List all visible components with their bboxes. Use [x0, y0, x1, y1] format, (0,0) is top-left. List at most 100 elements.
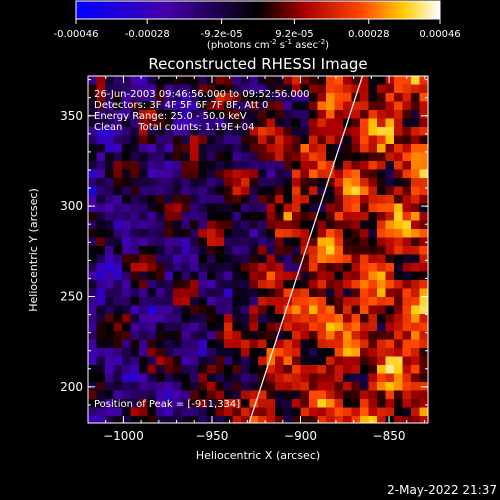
heatmap-cell — [113, 399, 123, 408]
heatmap-cell — [275, 135, 284, 145]
heatmap-cell — [96, 263, 106, 272]
heatmap-cell — [334, 331, 344, 340]
heatmap-cell — [411, 84, 420, 94]
heatmap-cell — [88, 297, 97, 306]
heatmap-cell — [385, 178, 395, 187]
heatmap-cell — [88, 331, 97, 340]
heatmap-cell — [266, 144, 276, 153]
heatmap-cell — [266, 161, 276, 170]
heatmap-cell — [139, 297, 148, 306]
heatmap-cell — [343, 178, 352, 187]
heatmap-cell — [190, 382, 199, 391]
heatmap-cell — [96, 195, 106, 204]
heatmap-cell — [215, 237, 225, 247]
heatmap-cell — [164, 161, 174, 170]
heatmap-cell — [300, 144, 310, 153]
heatmap-cell — [309, 169, 318, 179]
heatmap-cell — [96, 220, 106, 230]
heatmap-cell — [385, 382, 395, 391]
heatmap-cell — [241, 280, 250, 289]
heatmap-cell — [190, 331, 199, 340]
heatmap-cell — [402, 237, 412, 247]
heatmap-cell — [300, 195, 310, 204]
heatmap-cell — [156, 127, 165, 136]
heatmap-cell — [207, 280, 216, 289]
heatmap-cell — [292, 178, 301, 187]
heatmap-cell — [164, 101, 174, 111]
heatmap-cell — [351, 399, 361, 408]
heatmap-cell — [402, 390, 412, 400]
heatmap-cell — [207, 407, 216, 417]
heatmap-cell — [181, 263, 191, 272]
heatmap-cell — [351, 271, 361, 281]
heatmap-cell — [207, 195, 216, 204]
heatmap-cell — [232, 212, 242, 221]
heatmap-cell — [190, 127, 199, 136]
heatmap-cell — [258, 254, 267, 264]
heatmap-cell — [326, 288, 335, 298]
heatmap-cell — [232, 161, 242, 170]
heatmap-cell — [377, 144, 386, 153]
heatmap-cell — [419, 416, 428, 423]
heatmap-cell — [156, 186, 165, 196]
heatmap-cell — [419, 229, 428, 238]
heatmap-cell — [198, 407, 208, 417]
heatmap-cell — [343, 322, 352, 332]
heatmap-cell — [173, 178, 182, 187]
heatmap-cell — [368, 110, 378, 119]
heatmap-cell — [164, 246, 174, 255]
heatmap-cell — [360, 331, 369, 340]
heatmap-cell — [343, 339, 352, 349]
heatmap-cell — [300, 127, 310, 136]
heatmap-cell — [300, 169, 310, 179]
heatmap-cell — [113, 348, 123, 357]
heatmap-cell — [275, 237, 284, 247]
heatmap-cell — [88, 237, 97, 247]
heatmap-cell — [181, 416, 191, 423]
heatmap-cell — [215, 135, 225, 145]
heatmap-cell — [343, 135, 352, 145]
heatmap-cell — [113, 331, 123, 340]
heatmap-cell — [377, 178, 386, 187]
heatmap-cell — [173, 373, 182, 383]
heatmap-cell — [394, 331, 403, 340]
heatmap-cell — [96, 186, 106, 196]
heatmap-cell — [309, 144, 318, 153]
heatmap-cell — [215, 169, 225, 179]
heatmap-cell — [266, 254, 276, 264]
heatmap-cell — [411, 339, 420, 349]
heatmap-cell — [147, 331, 157, 340]
heatmap-cell — [105, 161, 114, 170]
heatmap-cell — [105, 254, 114, 264]
heatmap-cell — [258, 76, 267, 85]
heatmap-cell — [130, 118, 140, 128]
heatmap-cell — [198, 84, 208, 94]
heatmap-cell — [181, 186, 191, 196]
heatmap-cell — [207, 365, 216, 374]
heatmap-cell — [224, 237, 233, 247]
heatmap-cell — [241, 390, 250, 400]
heatmap-cell — [377, 271, 386, 281]
heatmap-cell — [419, 305, 428, 315]
heatmap-cell — [300, 373, 310, 383]
heatmap-cell — [351, 76, 361, 85]
heatmap-cell — [164, 314, 174, 323]
heatmap-cell — [275, 161, 284, 170]
peak-position-label: Position of Peak = [-911,334] — [94, 399, 240, 410]
heatmap-cell — [173, 365, 182, 374]
heatmap-cell — [317, 339, 327, 349]
heatmap-cell — [198, 178, 208, 187]
heatmap-cell — [122, 101, 131, 111]
heatmap-cell — [241, 314, 250, 323]
heatmap-cell — [309, 203, 318, 213]
heatmap-cell — [198, 399, 208, 408]
heatmap-cell — [368, 169, 378, 179]
heatmap-cell — [96, 305, 106, 315]
heatmap-cell — [258, 237, 267, 247]
heatmap-cell — [130, 399, 140, 408]
heatmap-cell — [147, 161, 157, 170]
heatmap-cell — [368, 416, 378, 423]
heatmap-cell — [232, 110, 242, 119]
heatmap-cell — [411, 365, 420, 374]
heatmap-cell — [317, 331, 327, 340]
